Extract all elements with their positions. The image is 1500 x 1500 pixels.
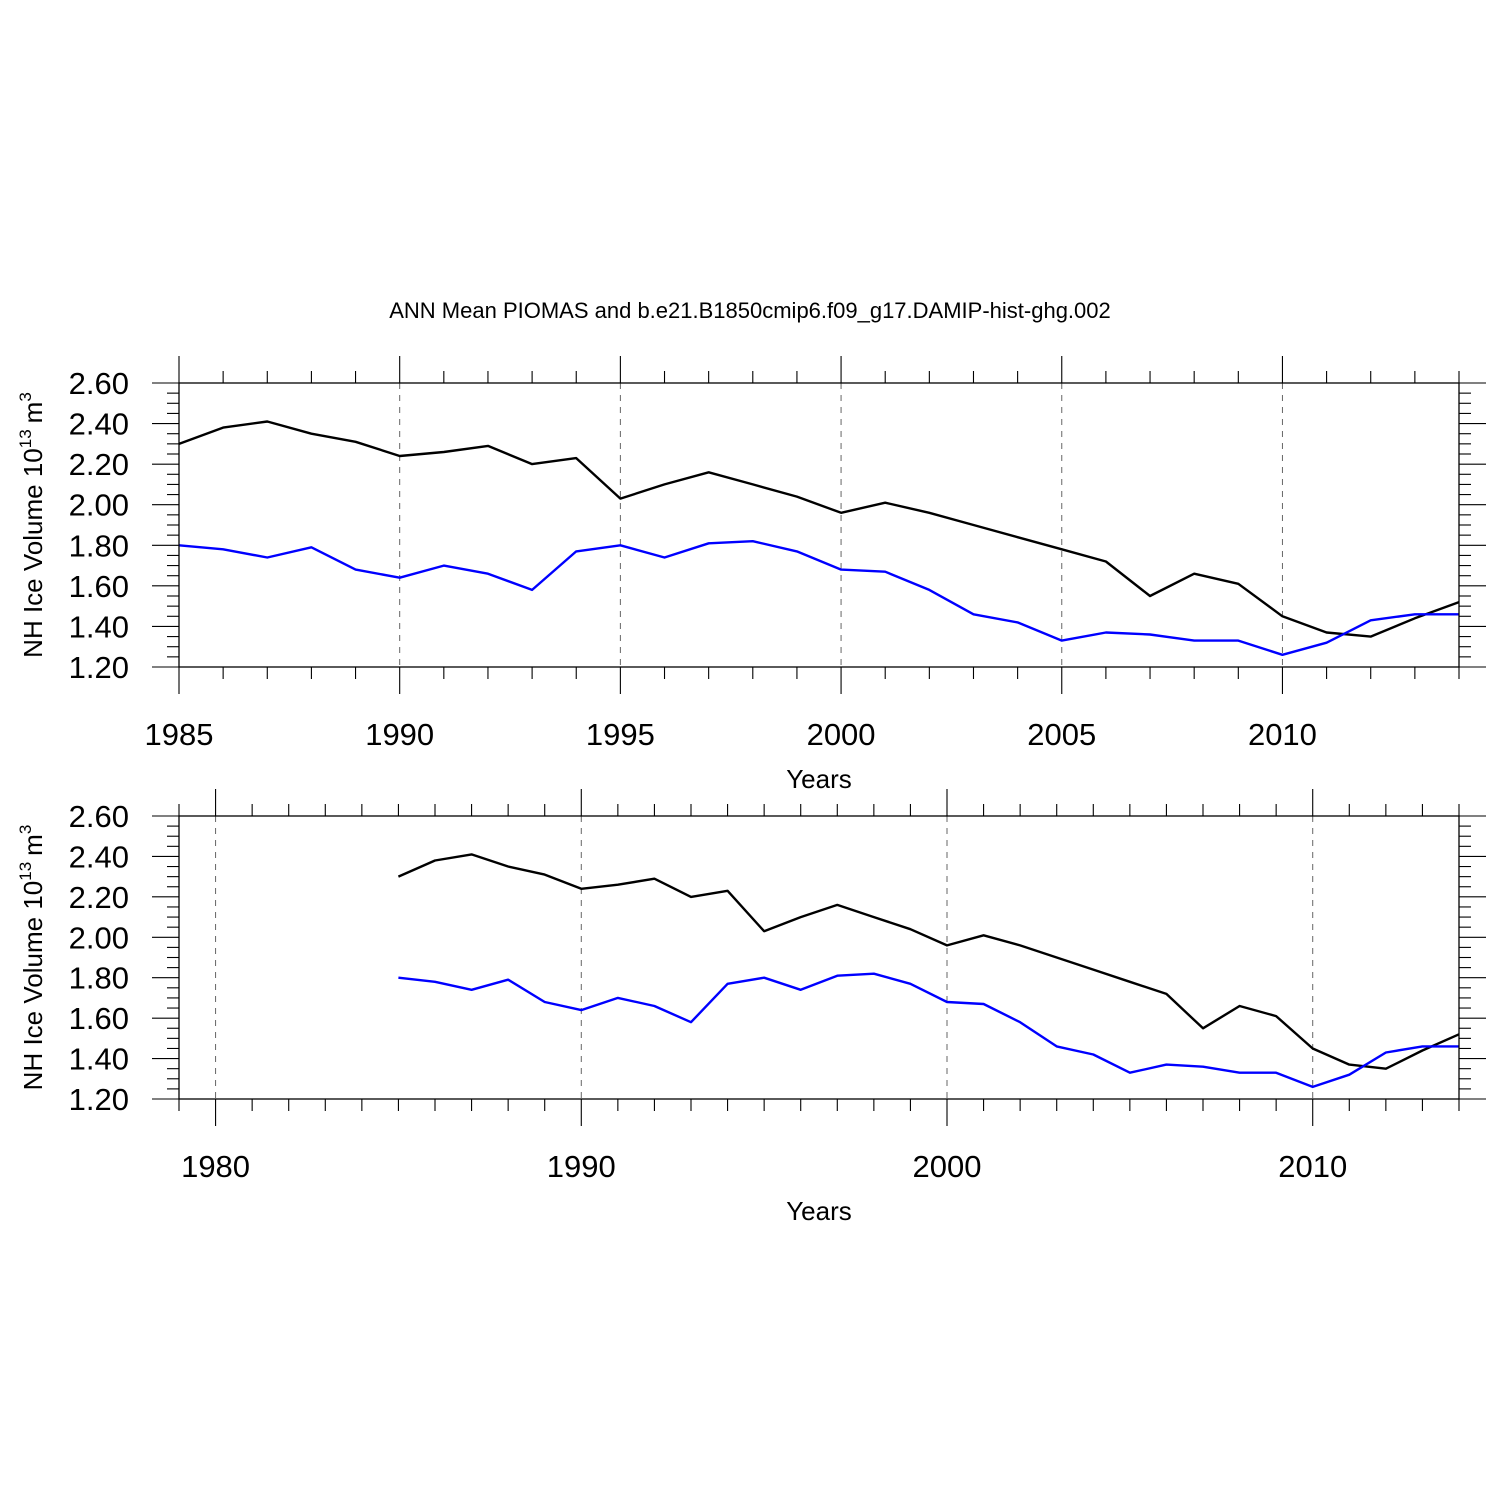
y-axis-title-exponent: 13 [16,429,35,448]
y-tick-label: 1.60 [69,569,129,604]
y-tick-label: 2.40 [69,839,129,874]
y-tick-label: 2.00 [69,920,129,955]
y-tick-label: 1.80 [69,528,129,563]
y-axis-title-text: NH Ice Volume 10 [18,448,48,658]
chart-title: ANN Mean PIOMAS and b.e21.B1850cmip6.f09… [389,298,1111,323]
x-tick-label: 1995 [586,717,655,752]
y-tick-label: 2.20 [69,447,129,482]
y-axis-title-unit-exponent: 3 [16,825,35,834]
series-line-2 [398,972,1459,1089]
y-tick-label: 1.80 [69,961,129,996]
y-axis-title: NH Ice Volume 1013 m3 [16,825,48,1091]
y-axis-title-unit: m [18,834,48,856]
y-axis-title-exponent: 13 [16,862,35,881]
y-tick-label: 2.40 [69,407,129,442]
series-line-2 [178,540,1459,656]
y-tick-label: 1.40 [69,1042,129,1077]
x-axis-title: Years [786,764,852,794]
y-axis-title-text: NH Ice Volume 10 [18,881,48,1091]
x-tick-label: 1990 [547,1149,616,1184]
x-tick-label: 2010 [1278,1149,1347,1184]
panel-1: 1985 1990 1995 2000 2005 2010 1.20 1.40 1.60 1.80… [16,356,1486,794]
panels: 1985 1990 1995 2000 2005 2010 1.20 1.40 1.60 1.80… [16,356,1486,1226]
plot-frame [178,815,1460,1100]
y-tick-label: 1.20 [69,1082,129,1117]
y-tick-label: 1.40 [69,609,129,644]
y-tick-label: 1.20 [69,650,129,685]
x-tick-label: 1990 [365,717,434,752]
series-line-1 [178,420,1460,638]
series-line-1 [397,853,1460,1070]
plot-frame [178,382,1460,668]
y-tick-label: 1.60 [69,1001,129,1036]
x-tick-label: 2005 [1027,717,1096,752]
x-tick-label: 1980 [181,1149,250,1184]
y-tick-label: 2.60 [69,366,129,401]
y-axis-title-unit: m [18,402,48,424]
x-tick-label: 2010 [1248,717,1317,752]
y-tick-label: 2.00 [69,488,129,523]
y-tick-label: 2.20 [69,880,129,915]
y-tick-label: 2.60 [69,799,129,834]
y-axis-title-unit-exponent: 3 [16,392,35,401]
panel-2: 1980 1990 2000 2010 1.20 1.40 1.60 1.80 2.00 2.20… [16,789,1486,1226]
x-tick-label: 2000 [913,1149,982,1184]
x-axis-title: Years [786,1196,852,1226]
x-tick-label: 1985 [145,717,214,752]
y-axis-title: NH Ice Volume 1013 m3 [16,392,48,658]
x-tick-label: 2000 [807,717,876,752]
